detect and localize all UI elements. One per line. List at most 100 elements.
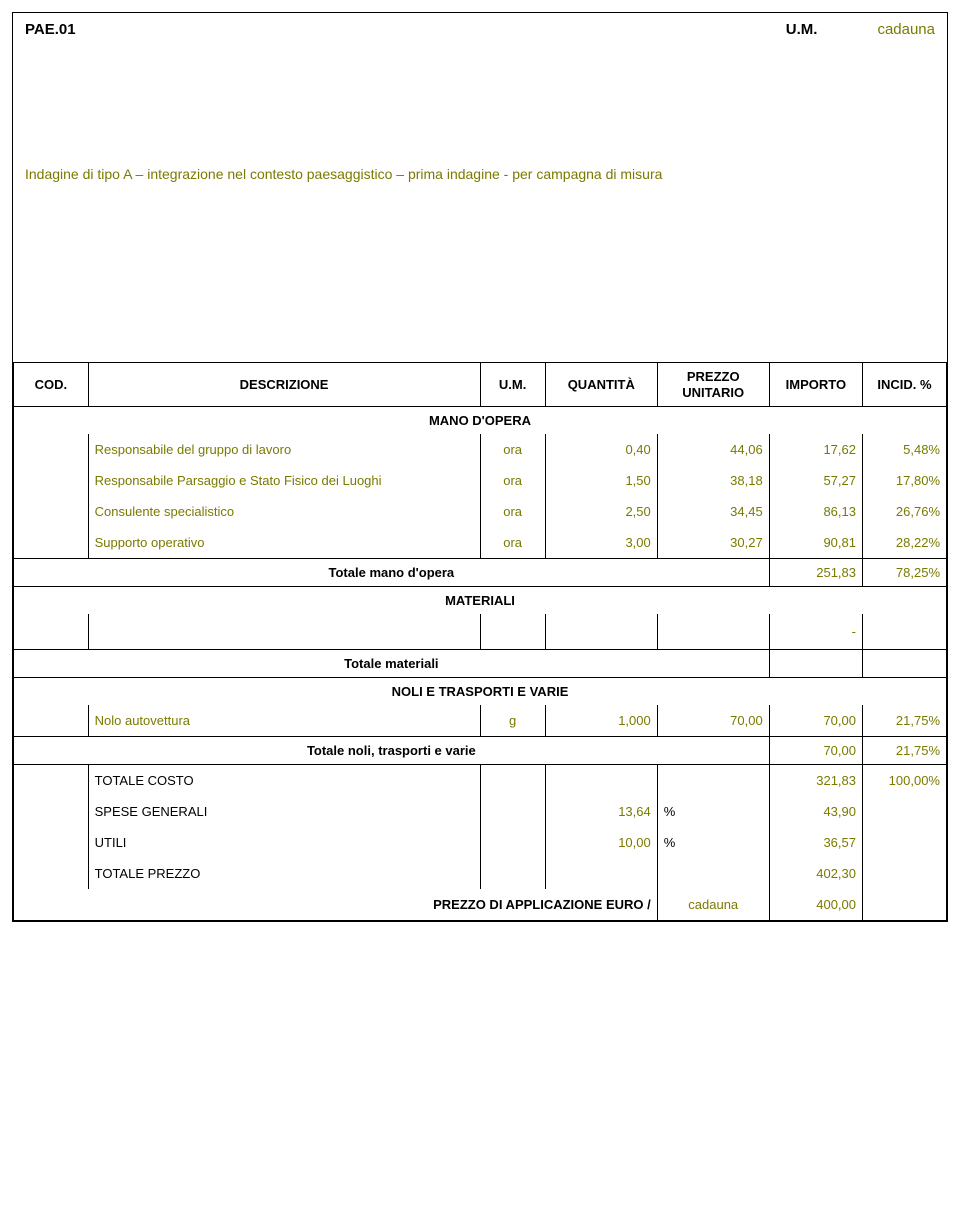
cell [480,796,545,827]
prezzo-applicazione-row: PREZZO DI APPLICAZIONE EURO / cadauna 40… [14,889,947,921]
header-spacer [76,21,786,38]
cell [657,614,769,650]
cell [14,858,89,889]
subtotal-mano-label: Totale mano d'opera [14,559,770,587]
prezzo-app-unit: cadauna [657,889,769,921]
table-row: Responsabile Parsaggio e Stato Fisico de… [14,465,947,496]
page-container: PAE.01 U.M. cadauna Indagine di tipo A –… [12,12,948,922]
subtotal-mano: Totale mano d'opera 251,83 78,25% [14,559,947,587]
cell-cod [14,705,89,737]
totale-prezzo-imp: 402,30 [769,858,862,889]
cell [863,796,947,827]
col-desc: DESCRIZIONE [88,363,480,407]
utili-imp: 36,57 [769,827,862,858]
table-row: Nolo autovettura g 1,000 70,00 70,00 21,… [14,705,947,737]
totale-costo-imp: 321,83 [769,765,862,797]
subtotal-noli-label: Totale noli, trasporti e varie [14,737,770,765]
section-noli-label: NOLI E TRASPORTI E VARIE [14,678,947,706]
subtotal-materiali: Totale materiali [14,650,947,678]
spese-pct: 13,64 [545,796,657,827]
col-cod: COD. [14,363,89,407]
cell [480,614,545,650]
cell [863,614,947,650]
cell-cod [14,527,89,559]
totale-costo-label: TOTALE COSTO [88,765,480,797]
cell [14,827,89,858]
spese-sym: % [657,796,769,827]
subtotal-noli-inc: 21,75% [863,737,947,765]
cell-desc: Consulente specialistico [88,496,480,527]
materiali-empty-row: - [14,614,947,650]
cell-cod [14,434,89,465]
col-qty: QUANTITÀ [545,363,657,407]
cell [863,858,947,889]
cell [14,614,89,650]
cell [88,614,480,650]
cell-price: 38,18 [657,465,769,496]
col-price: PREZZO UNITARIO [657,363,769,407]
cell-inc: 26,76% [863,496,947,527]
header-um-label: U.M. [786,21,818,38]
cell-cod [14,496,89,527]
spese-row: SPESE GENERALI 13,64 % 43,90 [14,796,947,827]
cell-qty: 3,00 [545,527,657,559]
prezzo-app-imp: 400,00 [769,889,862,921]
cell-um: ora [480,496,545,527]
utili-row: UTILI 10,00 % 36,57 [14,827,947,858]
cell-imp: 17,62 [769,434,862,465]
cell-desc: Nolo autovettura [88,705,480,737]
col-importo: IMPORTO [769,363,862,407]
totale-prezzo-label: TOTALE PREZZO [88,858,480,889]
table-row: Supporto operativo ora 3,00 30,27 90,81 … [14,527,947,559]
spese-label: SPESE GENERALI [88,796,480,827]
cell [480,827,545,858]
cell-price: 30,27 [657,527,769,559]
cell-desc: Supporto operativo [88,527,480,559]
cell [657,765,769,797]
subtotal-materiali-imp [769,650,862,678]
utili-pct: 10,00 [545,827,657,858]
cell [14,765,89,797]
totale-costo-inc: 100,00% [863,765,947,797]
cell-qty: 1,000 [545,705,657,737]
cell-imp: 86,13 [769,496,862,527]
subtotal-noli: Totale noli, trasporti e varie 70,00 21,… [14,737,947,765]
section-materiali: MATERIALI [14,587,947,615]
spese-imp: 43,90 [769,796,862,827]
cell-um: g [480,705,545,737]
col-price-l2: UNITARIO [682,385,744,400]
cell-desc: Responsabile del gruppo di lavoro [88,434,480,465]
header-unit: cadauna [877,21,935,38]
utili-sym: % [657,827,769,858]
subtotal-materiali-inc [863,650,947,678]
table-header-row: COD. DESCRIZIONE U.M. QUANTITÀ PREZZO UN… [14,363,947,407]
cell [657,858,769,889]
utili-label: UTILI [88,827,480,858]
cell [545,614,657,650]
col-price-l1: PREZZO [687,369,740,384]
cell-desc: Responsabile Parsaggio e Stato Fisico de… [88,465,480,496]
cell [545,858,657,889]
cell-imp: 57,27 [769,465,862,496]
subtotal-noli-imp: 70,00 [769,737,862,765]
totale-prezzo-row: TOTALE PREZZO 402,30 [14,858,947,889]
section-noli: NOLI E TRASPORTI E VARIE [14,678,947,706]
cell-cod [14,465,89,496]
table-row: Responsabile del gruppo di lavoro ora 0,… [14,434,947,465]
cell-inc: 5,48% [863,434,947,465]
cell-um: ora [480,527,545,559]
cell-qty: 2,50 [545,496,657,527]
description-block: Indagine di tipo A – integrazione nel co… [13,46,947,362]
cell-price: 70,00 [657,705,769,737]
cell-price: 34,45 [657,496,769,527]
subtotal-mano-imp: 251,83 [769,559,862,587]
cell-inc: 28,22% [863,527,947,559]
cell-inc: 17,80% [863,465,947,496]
prezzo-app-label: PREZZO DI APPLICAZIONE EURO / [14,889,658,921]
subtotal-materiali-label: Totale materiali [14,650,770,678]
cell-imp: 70,00 [769,705,862,737]
cell-um: ora [480,434,545,465]
header-code: PAE.01 [25,21,76,38]
col-incid: INCID. % [863,363,947,407]
cost-table: COD. DESCRIZIONE U.M. QUANTITÀ PREZZO UN… [13,362,947,921]
